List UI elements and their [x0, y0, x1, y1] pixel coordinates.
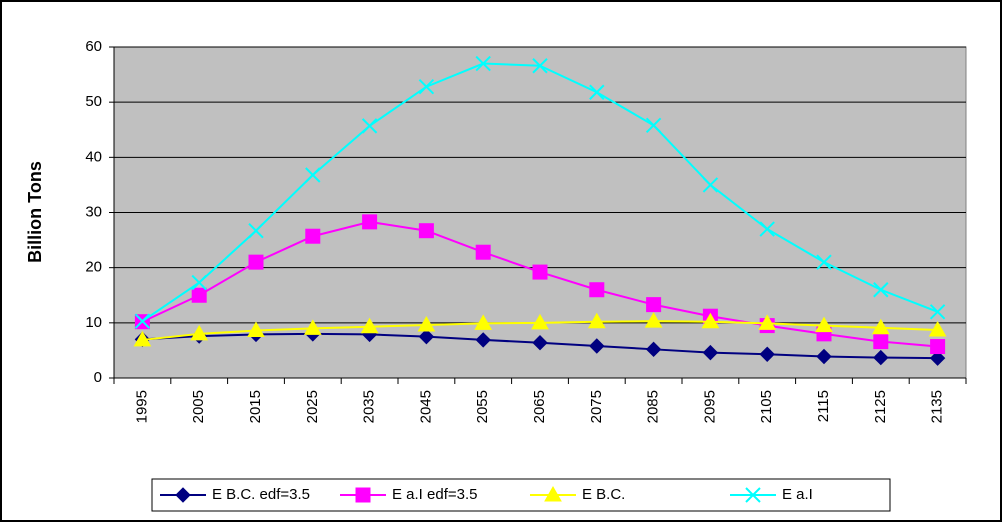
- marker: [816, 348, 832, 365]
- x-tick-label: 2065: [531, 390, 548, 423]
- marker: [816, 254, 832, 270]
- marker: [191, 287, 207, 303]
- marker: [645, 341, 662, 358]
- marker: [532, 264, 548, 280]
- x-tick-label: 2015: [247, 390, 264, 423]
- marker: [929, 350, 946, 366]
- x-tick-label: 2045: [417, 390, 434, 423]
- marker: [873, 334, 889, 350]
- x-tick-label: 2055: [474, 390, 491, 423]
- y-tick-label: 0: [94, 369, 102, 386]
- x-tick-label: 1995: [133, 390, 150, 423]
- marker: [930, 339, 946, 355]
- marker: [418, 328, 435, 345]
- x-tick-label: 2125: [872, 390, 889, 423]
- marker: [589, 84, 605, 100]
- x-tick-label: 2025: [304, 390, 321, 423]
- marker: [248, 254, 264, 270]
- marker: [305, 167, 321, 183]
- marker: [475, 55, 491, 72]
- x-tick-label: 2105: [758, 390, 775, 423]
- series: [134, 55, 946, 329]
- series: [133, 312, 947, 347]
- marker: [646, 297, 662, 313]
- legend-label: E a.I edf=3.5: [392, 486, 477, 503]
- marker: [929, 304, 946, 320]
- marker: [361, 118, 378, 134]
- marker: [589, 282, 605, 298]
- legend-marker: [355, 487, 371, 503]
- legend-marker: [175, 487, 191, 503]
- marker: [360, 317, 379, 334]
- y-tick-label: 40: [85, 148, 102, 165]
- marker: [701, 312, 720, 329]
- marker: [474, 314, 493, 330]
- x-tick-label: 2115: [815, 390, 832, 422]
- marker: [134, 313, 151, 329]
- marker: [475, 244, 491, 260]
- legend-marker: [544, 485, 562, 502]
- y-tick-label: 50: [85, 93, 102, 110]
- marker: [644, 312, 663, 328]
- marker: [418, 79, 435, 95]
- x-tick-label: 2095: [701, 390, 718, 423]
- marker: [532, 58, 548, 74]
- y-tick-label: 20: [85, 259, 102, 276]
- marker: [418, 223, 434, 239]
- y-tick-label: 60: [85, 38, 102, 55]
- y-tick-label: 10: [85, 314, 102, 331]
- marker: [702, 344, 719, 361]
- marker: [759, 221, 775, 237]
- marker: [191, 274, 207, 291]
- legend-marker: [745, 487, 761, 503]
- x-tick-label: 2075: [588, 390, 605, 423]
- legend-label: E a.I: [782, 486, 813, 503]
- legend-label: E B.C. edf=3.5: [212, 486, 310, 503]
- marker: [645, 117, 662, 134]
- x-tick-label: 2085: [645, 390, 662, 423]
- marker: [247, 321, 265, 338]
- marker: [758, 314, 777, 330]
- marker: [702, 177, 719, 193]
- marker: [531, 313, 549, 330]
- x-tick-label: 2035: [361, 390, 378, 423]
- marker: [133, 330, 152, 347]
- marker: [815, 316, 833, 333]
- marker: [417, 316, 436, 332]
- marker: [475, 332, 491, 348]
- marker: [928, 320, 947, 337]
- y-tick-label: 30: [85, 203, 102, 220]
- marker: [532, 334, 548, 351]
- marker: [587, 312, 606, 329]
- marker: [873, 349, 889, 366]
- marker: [589, 338, 605, 354]
- y-axis-title: Billion Tons: [25, 161, 45, 263]
- marker: [190, 324, 209, 341]
- x-tick-label: 2005: [190, 390, 207, 423]
- marker: [303, 319, 322, 335]
- marker: [873, 282, 889, 298]
- marker: [305, 228, 321, 244]
- marker: [362, 214, 378, 230]
- x-tick-label: 2135: [929, 390, 946, 423]
- series: [134, 214, 946, 355]
- legend-label: E B.C.: [582, 486, 625, 503]
- marker: [759, 346, 775, 362]
- marker: [248, 222, 264, 239]
- marker: [871, 318, 890, 335]
